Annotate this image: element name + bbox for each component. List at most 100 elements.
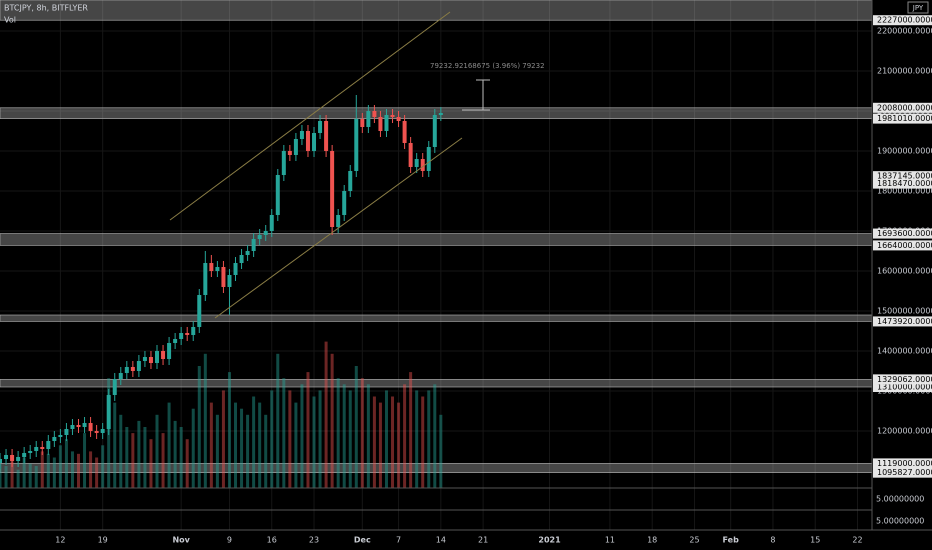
volume-bar: [221, 390, 225, 488]
volume-bar: [113, 402, 117, 488]
volume-bar: [378, 402, 382, 488]
volume-bar: [348, 390, 352, 488]
volume-bar: [10, 461, 14, 488]
price-tag: [873, 467, 932, 478]
volume-bar: [191, 408, 195, 488]
currency-box[interactable]: [907, 1, 929, 14]
candle-body: [100, 429, 105, 433]
volume-bar: [439, 414, 443, 488]
volume-bar: [22, 457, 26, 488]
candle-body: [179, 333, 184, 339]
candle-body: [215, 267, 220, 271]
y-tick-label: 1200000.00000000: [877, 427, 932, 436]
candle-body: [58, 435, 63, 437]
price-tag-label: 1329062.00000000: [877, 375, 932, 384]
volume-bar: [137, 420, 141, 488]
candle-body: [312, 133, 317, 151]
volume-bar: [143, 427, 147, 488]
candle-body: [402, 121, 407, 143]
candle-body: [287, 151, 292, 155]
candle-body: [197, 295, 202, 327]
volume-bar: [131, 433, 135, 488]
candle-body: [366, 111, 371, 127]
candle-body: [88, 423, 93, 431]
candle-body: [420, 159, 425, 171]
candle-body: [408, 143, 413, 167]
volume-bar: [300, 384, 304, 488]
candle-body: [124, 367, 129, 373]
price-tag-label: 1664000.00000000: [877, 241, 932, 250]
price-tag: [873, 178, 932, 189]
volume-bar: [246, 414, 250, 488]
volume-bar: [384, 390, 388, 488]
volume-bar: [64, 439, 68, 488]
volume-bar: [227, 372, 231, 488]
currency-label[interactable]: JPY: [912, 4, 924, 12]
volume-bar: [421, 396, 425, 488]
price-tag-label: 2227000.00000000: [877, 16, 932, 25]
price-tag-label: 1693600.00000000: [877, 229, 932, 238]
chart-subtitle: Vol: [4, 16, 16, 25]
candle-body: [34, 447, 39, 451]
price-tag: [873, 15, 932, 26]
channel-upper: [169, 11, 451, 221]
volume-bar: [89, 451, 93, 488]
price-tag: [873, 228, 932, 239]
candle-body: [221, 267, 226, 287]
volume-bar: [264, 414, 268, 488]
candle-body: [384, 115, 389, 131]
volume-bar: [397, 402, 401, 488]
volume-bar: [0, 463, 2, 488]
candle-body: [318, 121, 323, 133]
candle-body: [227, 275, 232, 287]
volume-bar: [342, 384, 346, 488]
volume-bar: [294, 402, 298, 488]
candle-body: [209, 263, 214, 271]
x-tick-label: 2021: [538, 536, 561, 545]
x-tick-label: Dec: [354, 536, 371, 545]
volume-bar: [324, 341, 328, 488]
x-tick-label: 15: [810, 536, 820, 545]
candle-body: [245, 251, 250, 255]
x-tick-label: 12: [55, 536, 65, 545]
price-tag-label: 1095827.00000000: [877, 468, 932, 477]
candle-body: [336, 215, 341, 227]
candle-body: [378, 117, 383, 131]
price-tag-label: 2008000.00000000: [877, 103, 932, 112]
volume-bar: [83, 433, 87, 488]
price-tag: [873, 171, 932, 182]
x-tick-label: 19: [98, 536, 108, 545]
volume-bar: [179, 427, 183, 488]
y-tick-label: 1900000.00000000: [877, 147, 932, 156]
price-tag-label: 1473920.00000000: [877, 317, 932, 326]
price-tag: [873, 240, 932, 251]
candle-body: [191, 327, 196, 335]
candle-body: [438, 113, 443, 115]
volume-bar: [185, 439, 189, 488]
volume-bar: [372, 396, 376, 488]
candle-body: [324, 121, 329, 151]
volume-bar: [155, 414, 159, 488]
x-tick-label: 22: [852, 536, 862, 545]
zone: [0, 314, 873, 322]
x-tick-label: 9: [227, 536, 232, 545]
candle-body: [281, 151, 286, 175]
candle-body: [330, 151, 335, 227]
candle-body: [10, 455, 15, 461]
zone: [0, 233, 873, 246]
price-tag-label: 1310000.00000000: [877, 383, 932, 392]
volume-bar: [125, 427, 129, 488]
candle-body: [372, 111, 377, 117]
volume-bar: [336, 378, 340, 488]
x-tick-label: 11: [605, 536, 615, 545]
pane-label: 5.00000000: [876, 517, 924, 526]
volume-bar: [276, 353, 280, 488]
x-tick-label: 21: [478, 536, 488, 545]
candle-body: [396, 117, 401, 121]
volume-bar: [427, 390, 431, 488]
x-tick-label: 18: [647, 536, 657, 545]
candle-body: [46, 441, 51, 449]
volume-bar: [34, 466, 38, 488]
y-tick-label: 1400000.00000000: [877, 347, 932, 356]
